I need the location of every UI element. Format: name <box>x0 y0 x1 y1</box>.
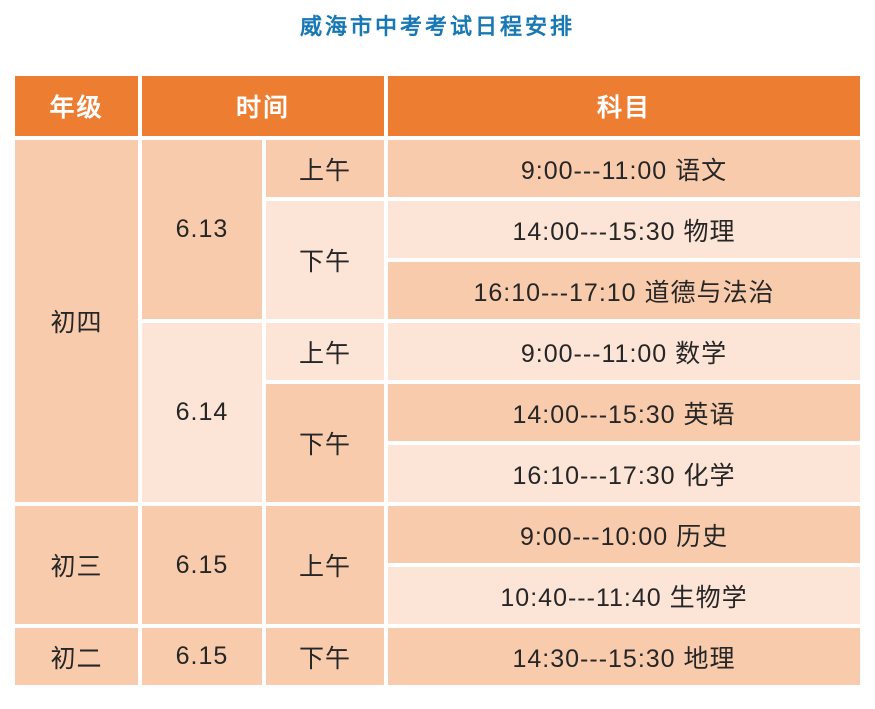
header-subject: 科目 <box>388 76 861 136</box>
subject-cell: 14:00---15:30 物理 <box>388 201 861 258</box>
date-cell: 6.14 <box>142 323 262 502</box>
table-row: 初四 6.13 上午 9:00---11:00 语文 <box>15 140 861 502</box>
subject-cell: 9:00---10:00 历史 <box>388 506 861 563</box>
table-row: 16:10---17:10 道德与法治 <box>15 262 861 319</box>
session-cell: 下午 <box>266 628 385 685</box>
session-cell: 上午 <box>266 323 385 380</box>
subject-cell: 9:00---11:00 语文 <box>388 140 861 197</box>
subject-cell: 16:10---17:30 化学 <box>388 445 861 502</box>
table-row: 初三 6.15 上午 9:00---10:00 历史 <box>15 506 861 624</box>
header-grade: 年级 <box>15 76 138 136</box>
exam-schedule-table: 年级 时间 科目 初四 6.13 上午 9:00---11:00 语文 下午 1… <box>11 72 864 689</box>
date-cell: 6.13 <box>142 140 262 319</box>
grade-cell: 初二 <box>15 628 138 685</box>
table-row: 6.14 上午 9:00---11:00 数学 <box>15 323 861 502</box>
session-cell: 上午 <box>266 140 385 197</box>
header-row: 年级 时间 科目 <box>15 76 861 136</box>
table-row: 下午 14:00---15:30 英语 <box>15 384 861 502</box>
subject-cell: 16:10---17:10 道德与法治 <box>388 262 861 319</box>
table-row: 下午 14:00---15:30 物理 <box>15 201 861 319</box>
session-cell: 下午 <box>266 384 385 502</box>
subject-cell: 14:00---15:30 英语 <box>388 384 861 441</box>
page-title: 威海市中考考试日程安排 <box>299 14 575 39</box>
table-row: 初二 6.15 下午 14:30---15:30 地理 <box>15 628 861 685</box>
subject-cell: 10:40---11:40 生物学 <box>388 567 861 624</box>
date-cell: 6.15 <box>142 506 262 624</box>
grade-cell: 初四 <box>15 140 138 502</box>
grade-cell: 初三 <box>15 506 138 624</box>
date-cell: 6.15 <box>142 628 262 685</box>
table-row: 10:40---11:40 生物学 <box>15 567 861 624</box>
header-time: 时间 <box>142 76 385 136</box>
table-row: 16:10---17:30 化学 <box>15 445 861 502</box>
session-cell: 上午 <box>266 506 385 624</box>
subject-cell: 14:30---15:30 地理 <box>388 628 861 685</box>
subject-cell: 9:00---11:00 数学 <box>388 323 861 380</box>
session-cell: 下午 <box>266 201 385 319</box>
